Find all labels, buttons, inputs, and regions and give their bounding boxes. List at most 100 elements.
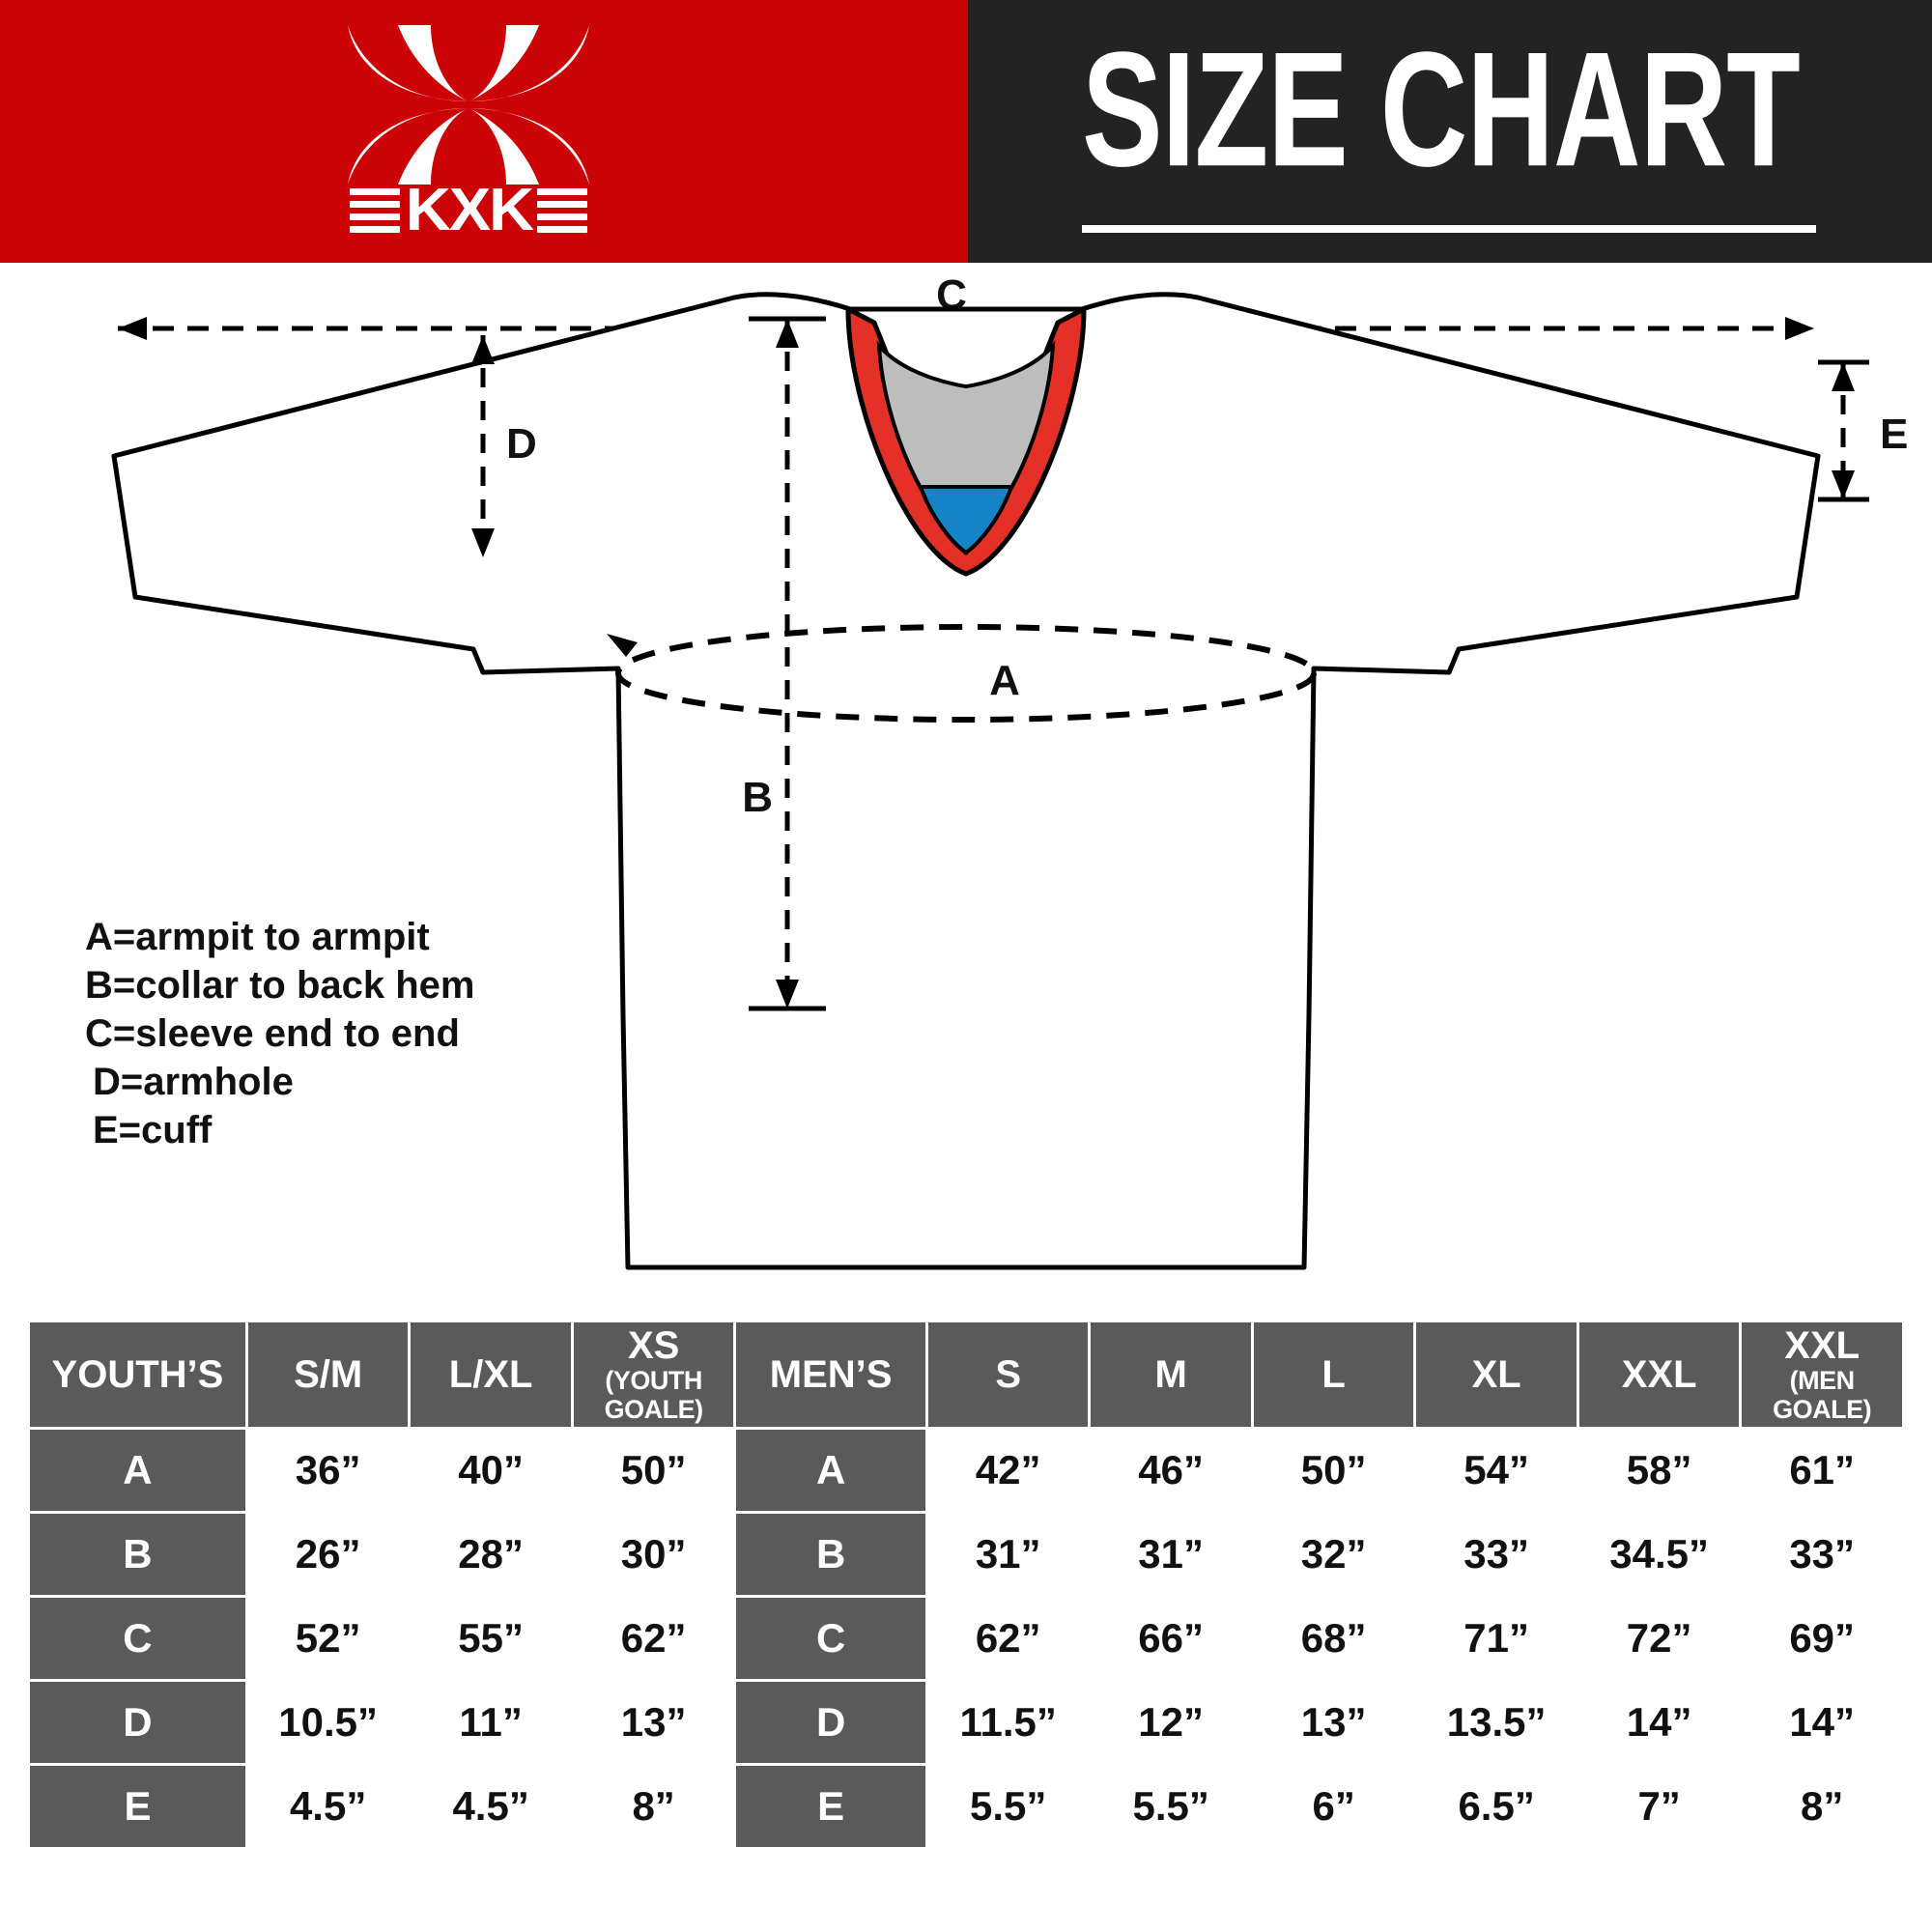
- cell-men-m: 66”: [1091, 1598, 1251, 1679]
- jersey-body-outline: [111, 292, 1821, 1270]
- cell-men-xl: 33”: [1416, 1514, 1577, 1595]
- cell-youth-sm: 10.5”: [247, 1682, 409, 1763]
- col-header-label: XXL: [1784, 1324, 1861, 1367]
- dimension-label-e: E: [1880, 411, 1908, 458]
- cell-youth-lxl: 4.5”: [411, 1766, 571, 1847]
- cell-youth-sm: 4.5”: [247, 1766, 409, 1847]
- col-header-xs-youth-goalie: XS (YOUTH GOALE): [573, 1322, 734, 1427]
- cell-youth-xs: 8”: [573, 1766, 734, 1847]
- jersey-diagram-svg: C D B: [111, 271, 1908, 1270]
- cell-men-xxl: 14”: [1578, 1682, 1740, 1763]
- cell-men-xxl: 72”: [1578, 1598, 1740, 1679]
- stripe-bars-right-icon: [537, 188, 588, 233]
- cell-men-l: 13”: [1253, 1682, 1414, 1763]
- collar-trim: [845, 306, 1087, 577]
- col-header-label: S: [995, 1353, 1022, 1396]
- jersey-diagram: C D B: [0, 263, 1932, 1316]
- row-label-youth: C: [30, 1598, 245, 1679]
- dimension-label-d: D: [506, 420, 537, 468]
- dimension-b: [749, 316, 826, 1011]
- cell-men-m: 31”: [1091, 1514, 1251, 1595]
- table-row: D 10.5” 11” 13” D 11.5” 12” 13” 13.5” 14…: [30, 1682, 1902, 1763]
- legend-line-a: A=armpit to armpit: [85, 916, 430, 958]
- cell-men-s: 31”: [927, 1514, 1089, 1595]
- cell-men-l: 68”: [1253, 1598, 1414, 1679]
- table-row: E 4.5” 4.5” 8” E 5.5” 5.5” 6” 6.5” 7” 8”: [30, 1766, 1902, 1847]
- table-row: C 52” 55” 62” C 62” 66” 68” 71” 72” 69”: [30, 1598, 1902, 1679]
- cell-men-l: 32”: [1253, 1514, 1414, 1595]
- title-underline: [1082, 225, 1816, 233]
- row-label-men: B: [736, 1514, 925, 1595]
- title-panel: SIZE CHART: [968, 0, 1932, 263]
- measurement-legend: A=armpit to armpit B=collar to back hem …: [85, 913, 587, 1154]
- cell-men-s: 5.5”: [927, 1766, 1089, 1847]
- cell-men-xxl-goalie: 69”: [1742, 1598, 1902, 1679]
- col-header-l: L: [1253, 1322, 1414, 1427]
- col-header-youths: YOUTH’S: [30, 1322, 245, 1427]
- cell-youth-lxl: 40”: [411, 1430, 571, 1511]
- cell-youth-xs: 13”: [573, 1682, 734, 1763]
- col-header-xxl: XXL: [1578, 1322, 1740, 1427]
- col-header-lxl: L/XL: [411, 1322, 571, 1427]
- cell-men-xxl-goalie: 8”: [1742, 1766, 1902, 1847]
- cell-men-m: 12”: [1091, 1682, 1251, 1763]
- cell-men-l: 50”: [1253, 1430, 1414, 1511]
- col-header-mens: MEN’S: [736, 1322, 925, 1427]
- dimension-d: [471, 335, 495, 557]
- brand-panel: KXK: [0, 0, 968, 263]
- col-header-sublabel: (MEN GOALE): [1773, 1366, 1872, 1424]
- row-label-men: A: [736, 1430, 925, 1511]
- cell-men-m: 5.5”: [1091, 1766, 1251, 1847]
- collar-accent: [918, 485, 1014, 555]
- legend-line-c: C=sleeve end to end: [85, 1012, 460, 1055]
- cell-men-xxl-goalie: 33”: [1742, 1514, 1902, 1595]
- legend-line-b: B=collar to back hem: [85, 964, 475, 1007]
- cell-youth-xs: 30”: [573, 1514, 734, 1595]
- cell-youth-xs: 50”: [573, 1430, 734, 1511]
- col-header-label: L/XL: [448, 1353, 533, 1396]
- row-label-youth: D: [30, 1682, 245, 1763]
- cell-men-s: 11.5”: [927, 1682, 1089, 1763]
- cell-men-xl: 13.5”: [1416, 1682, 1577, 1763]
- row-label-youth: E: [30, 1766, 245, 1847]
- stripe-bars-left-icon: [349, 188, 400, 233]
- col-header-label: XL: [1471, 1353, 1521, 1396]
- dimension-label-a: A: [989, 657, 1020, 704]
- cell-men-xxl: 7”: [1578, 1766, 1740, 1847]
- col-header-label: MEN’S: [769, 1353, 893, 1396]
- header-bar: KXK SIZE CHART: [0, 0, 1932, 263]
- legend-line-d: D=armhole: [93, 1061, 294, 1103]
- cell-youth-sm: 26”: [247, 1514, 409, 1595]
- legend-line-e: E=cuff: [93, 1109, 213, 1151]
- cell-men-xl: 71”: [1416, 1598, 1577, 1679]
- cell-men-xxl-goalie: 61”: [1742, 1430, 1902, 1511]
- row-label-men: E: [736, 1766, 925, 1847]
- table-row: A 36” 40” 50” A 42” 46” 50” 54” 58” 61”: [30, 1430, 1902, 1511]
- col-header-sublabel: (YOUTH GOALE): [604, 1366, 704, 1424]
- cell-youth-lxl: 55”: [411, 1598, 571, 1679]
- cell-men-xxl-goalie: 14”: [1742, 1682, 1902, 1763]
- cell-youth-lxl: 28”: [411, 1514, 571, 1595]
- col-header-xl: XL: [1416, 1322, 1577, 1427]
- col-header-s: S: [927, 1322, 1089, 1427]
- cell-men-xl: 54”: [1416, 1430, 1577, 1511]
- dimension-e: [1818, 359, 1869, 502]
- col-header-m: M: [1091, 1322, 1251, 1427]
- cell-men-xxl: 34.5”: [1578, 1514, 1740, 1595]
- col-header-label: XS: [627, 1324, 680, 1367]
- dimension-a: [607, 624, 1317, 723]
- col-header-xxl-men-goalie: XXL (MEN GOALE): [1742, 1322, 1902, 1427]
- col-header-sm: S/M: [247, 1322, 409, 1427]
- col-header-label: M: [1154, 1353, 1187, 1396]
- cell-youth-sm: 36”: [247, 1430, 409, 1511]
- cell-youth-xs: 62”: [573, 1598, 734, 1679]
- cell-men-s: 62”: [927, 1598, 1089, 1679]
- row-label-youth: B: [30, 1514, 245, 1595]
- page-title: SIZE CHART: [1082, 18, 1801, 202]
- cell-youth-lxl: 11”: [411, 1682, 571, 1763]
- cell-men-xl: 6.5”: [1416, 1766, 1577, 1847]
- dimension-label-b: B: [742, 774, 773, 821]
- size-table: YOUTH’S S/M L/XL XS (YOUTH GOALE) MEN’S …: [27, 1320, 1905, 1850]
- row-label-men: D: [736, 1682, 925, 1763]
